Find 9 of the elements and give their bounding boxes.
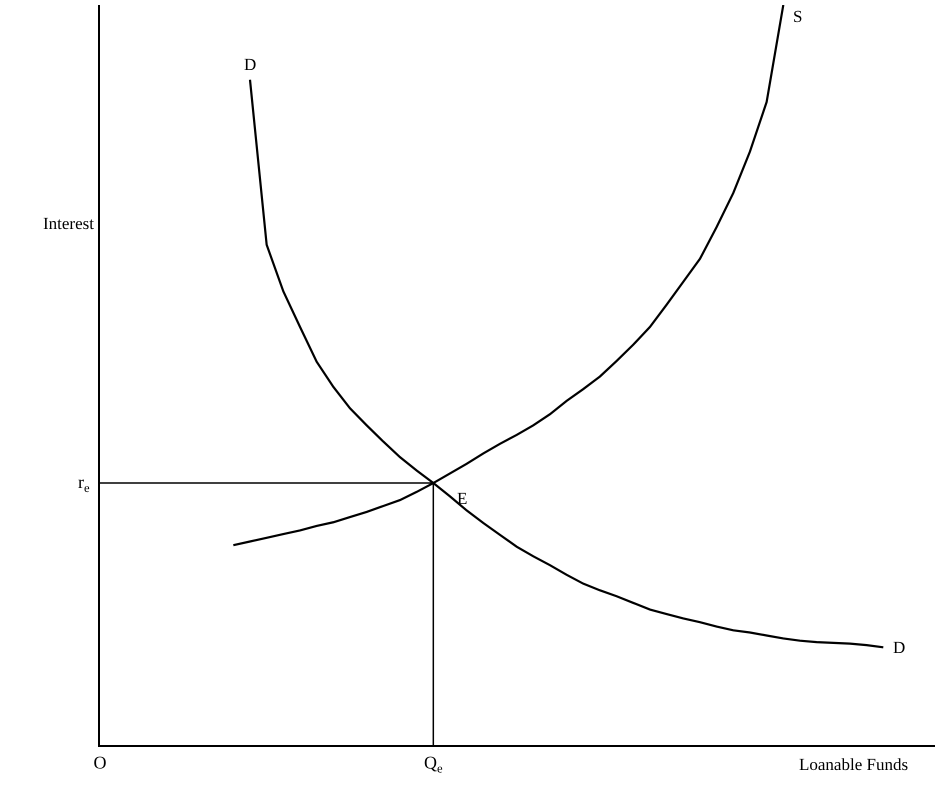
series-label: S bbox=[793, 7, 802, 26]
y-axis-title: Interest bbox=[43, 214, 94, 233]
x-axis-title: Loanable Funds bbox=[799, 755, 908, 774]
x-tick-label: O bbox=[94, 752, 106, 773]
x-tick-label: Q$_{e}$ bbox=[424, 752, 444, 776]
ref-line-label: r$_{e}$ bbox=[78, 472, 90, 495]
text: D bbox=[893, 638, 906, 657]
series-label: D bbox=[244, 55, 256, 74]
annotation: E bbox=[457, 489, 468, 508]
